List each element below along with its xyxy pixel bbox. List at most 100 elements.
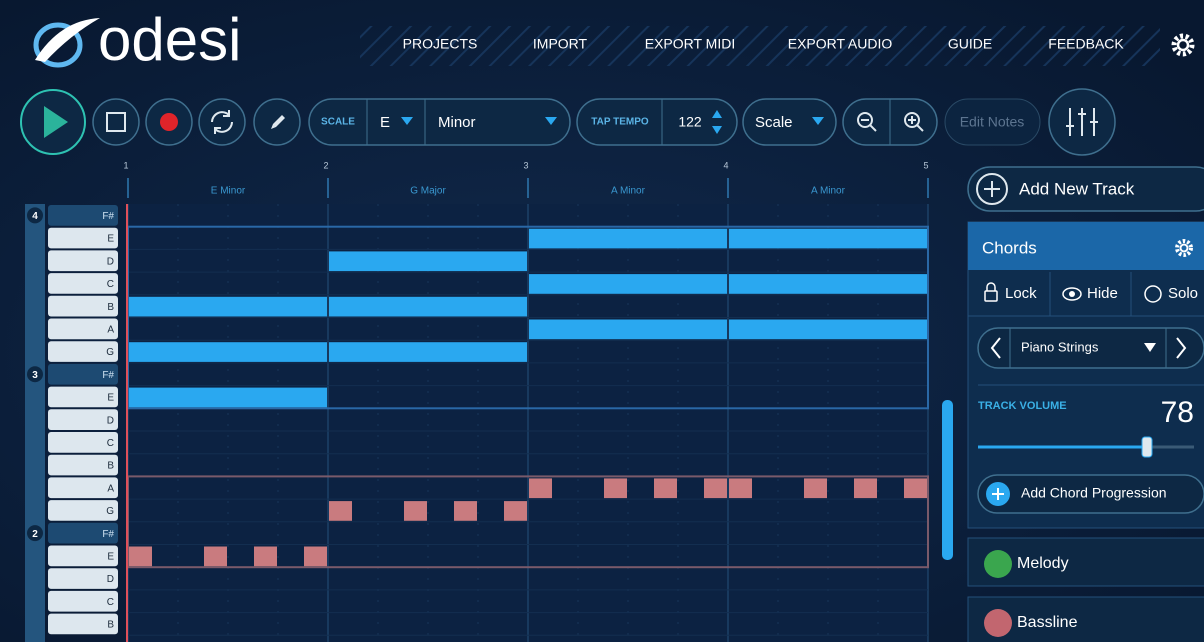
track-settings[interactable] bbox=[1175, 239, 1193, 257]
piano-key[interactable] bbox=[48, 568, 118, 589]
tempo-group bbox=[576, 98, 738, 146]
logo-text: odesi bbox=[98, 6, 241, 73]
nav-link[interactable]: EXPORT AUDIO bbox=[788, 36, 893, 52]
note[interactable] bbox=[529, 319, 727, 340]
scale-label: SCALE bbox=[321, 117, 355, 128]
add-progression-button[interactable] bbox=[977, 474, 1204, 514]
note[interactable] bbox=[254, 546, 277, 567]
piano-key[interactable] bbox=[48, 341, 118, 362]
piano-key[interactable] bbox=[48, 477, 118, 499]
chord-label: E Minor bbox=[211, 186, 246, 197]
piano-key[interactable] bbox=[48, 545, 118, 567]
nav-link[interactable]: IMPORT bbox=[533, 36, 588, 52]
note[interactable] bbox=[129, 296, 327, 317]
piano-key[interactable] bbox=[48, 227, 118, 249]
note[interactable] bbox=[404, 501, 427, 521]
note[interactable] bbox=[129, 546, 152, 567]
piano-key-label: E bbox=[107, 551, 114, 562]
piano-key[interactable] bbox=[48, 590, 118, 612]
note[interactable] bbox=[654, 478, 677, 499]
zoom-out[interactable] bbox=[857, 112, 877, 132]
settings-gear[interactable] bbox=[1171, 33, 1195, 57]
piano-key[interactable] bbox=[48, 295, 118, 317]
volume-knob[interactable] bbox=[1141, 436, 1153, 458]
note[interactable] bbox=[454, 501, 477, 521]
divider bbox=[968, 272, 1204, 317]
note[interactable] bbox=[129, 342, 327, 362]
loop-button[interactable] bbox=[198, 98, 246, 146]
note[interactable] bbox=[729, 478, 752, 499]
record-button[interactable] bbox=[145, 98, 193, 146]
piano-key-label: F# bbox=[102, 370, 114, 381]
piano-key[interactable] bbox=[48, 409, 118, 430]
note[interactable] bbox=[329, 251, 527, 272]
play-button[interactable] bbox=[20, 89, 86, 155]
solo-button[interactable]: Solo bbox=[1168, 285, 1198, 302]
tempo-value[interactable]: 122 bbox=[678, 114, 702, 130]
note[interactable] bbox=[204, 546, 227, 567]
key-select[interactable]: E bbox=[380, 114, 390, 131]
zoom-in[interactable] bbox=[904, 112, 924, 132]
piano-key[interactable] bbox=[48, 363, 118, 385]
note[interactable] bbox=[529, 228, 727, 249]
instrument-arrows[interactable] bbox=[990, 337, 1187, 359]
note[interactable] bbox=[504, 501, 527, 521]
note[interactable] bbox=[329, 296, 527, 317]
note[interactable] bbox=[704, 478, 727, 499]
bar-number: 2 bbox=[323, 160, 328, 170]
note[interactable] bbox=[604, 478, 627, 499]
mode-select[interactable]: Minor bbox=[438, 114, 476, 131]
octave-label: 3 bbox=[32, 370, 38, 381]
note[interactable] bbox=[729, 319, 927, 340]
piano-key[interactable] bbox=[48, 273, 118, 294]
piano-key-label: B bbox=[107, 302, 114, 313]
piano-key-label: E bbox=[107, 393, 114, 404]
piano-key[interactable] bbox=[48, 205, 118, 226]
note[interactable] bbox=[529, 478, 552, 499]
edit-notes-label: Edit Notes bbox=[960, 114, 1025, 130]
nav-link[interactable]: FEEDBACK bbox=[1048, 36, 1124, 52]
plus-icon bbox=[992, 488, 1004, 500]
note[interactable] bbox=[129, 387, 327, 408]
tempo-stepper[interactable] bbox=[712, 110, 722, 134]
piano-key[interactable] bbox=[48, 613, 118, 635]
mixer-button[interactable] bbox=[1048, 88, 1116, 156]
note[interactable] bbox=[304, 546, 327, 567]
hide-button[interactable]: Hide bbox=[1087, 285, 1118, 302]
nav-link[interactable]: EXPORT MIDI bbox=[645, 36, 736, 52]
instrument-select[interactable] bbox=[977, 327, 1204, 369]
note[interactable] bbox=[854, 478, 877, 499]
stop-button[interactable] bbox=[92, 98, 140, 146]
note[interactable] bbox=[329, 501, 352, 521]
dropdown-arrow bbox=[401, 117, 413, 125]
piano-key-label: B bbox=[107, 620, 114, 631]
piano-key[interactable] bbox=[48, 454, 118, 476]
instrument-name: Piano Strings bbox=[1021, 339, 1099, 354]
note[interactable] bbox=[729, 228, 927, 249]
note[interactable] bbox=[804, 478, 827, 499]
note[interactable] bbox=[729, 274, 927, 294]
octave-strip bbox=[25, 204, 45, 642]
note[interactable] bbox=[529, 274, 727, 294]
piano-key-label: D bbox=[107, 256, 114, 267]
piano-key[interactable] bbox=[48, 386, 118, 408]
nav-link[interactable]: PROJECTS bbox=[403, 36, 478, 52]
piano-key-label: B bbox=[107, 461, 114, 472]
lock-button[interactable]: Lock bbox=[1005, 285, 1037, 302]
tap-tempo[interactable]: TAP TEMPO bbox=[591, 117, 649, 128]
note[interactable] bbox=[904, 478, 927, 499]
add-track-button[interactable] bbox=[967, 166, 1204, 212]
nav-link[interactable]: GUIDE bbox=[948, 36, 992, 52]
note[interactable] bbox=[329, 342, 527, 362]
scrollbar[interactable] bbox=[942, 400, 953, 560]
piano-key[interactable] bbox=[48, 432, 118, 453]
piano-key[interactable] bbox=[48, 522, 118, 544]
octave-label: 2 bbox=[32, 529, 38, 540]
view-select[interactable]: Scale bbox=[755, 114, 793, 131]
pencil-button[interactable] bbox=[253, 98, 301, 146]
piano-key[interactable] bbox=[48, 318, 118, 340]
piano-key[interactable] bbox=[48, 250, 118, 272]
piano-key[interactable] bbox=[48, 500, 118, 521]
bar-number: 5 bbox=[923, 160, 928, 170]
edit-notes-button[interactable] bbox=[944, 98, 1041, 146]
